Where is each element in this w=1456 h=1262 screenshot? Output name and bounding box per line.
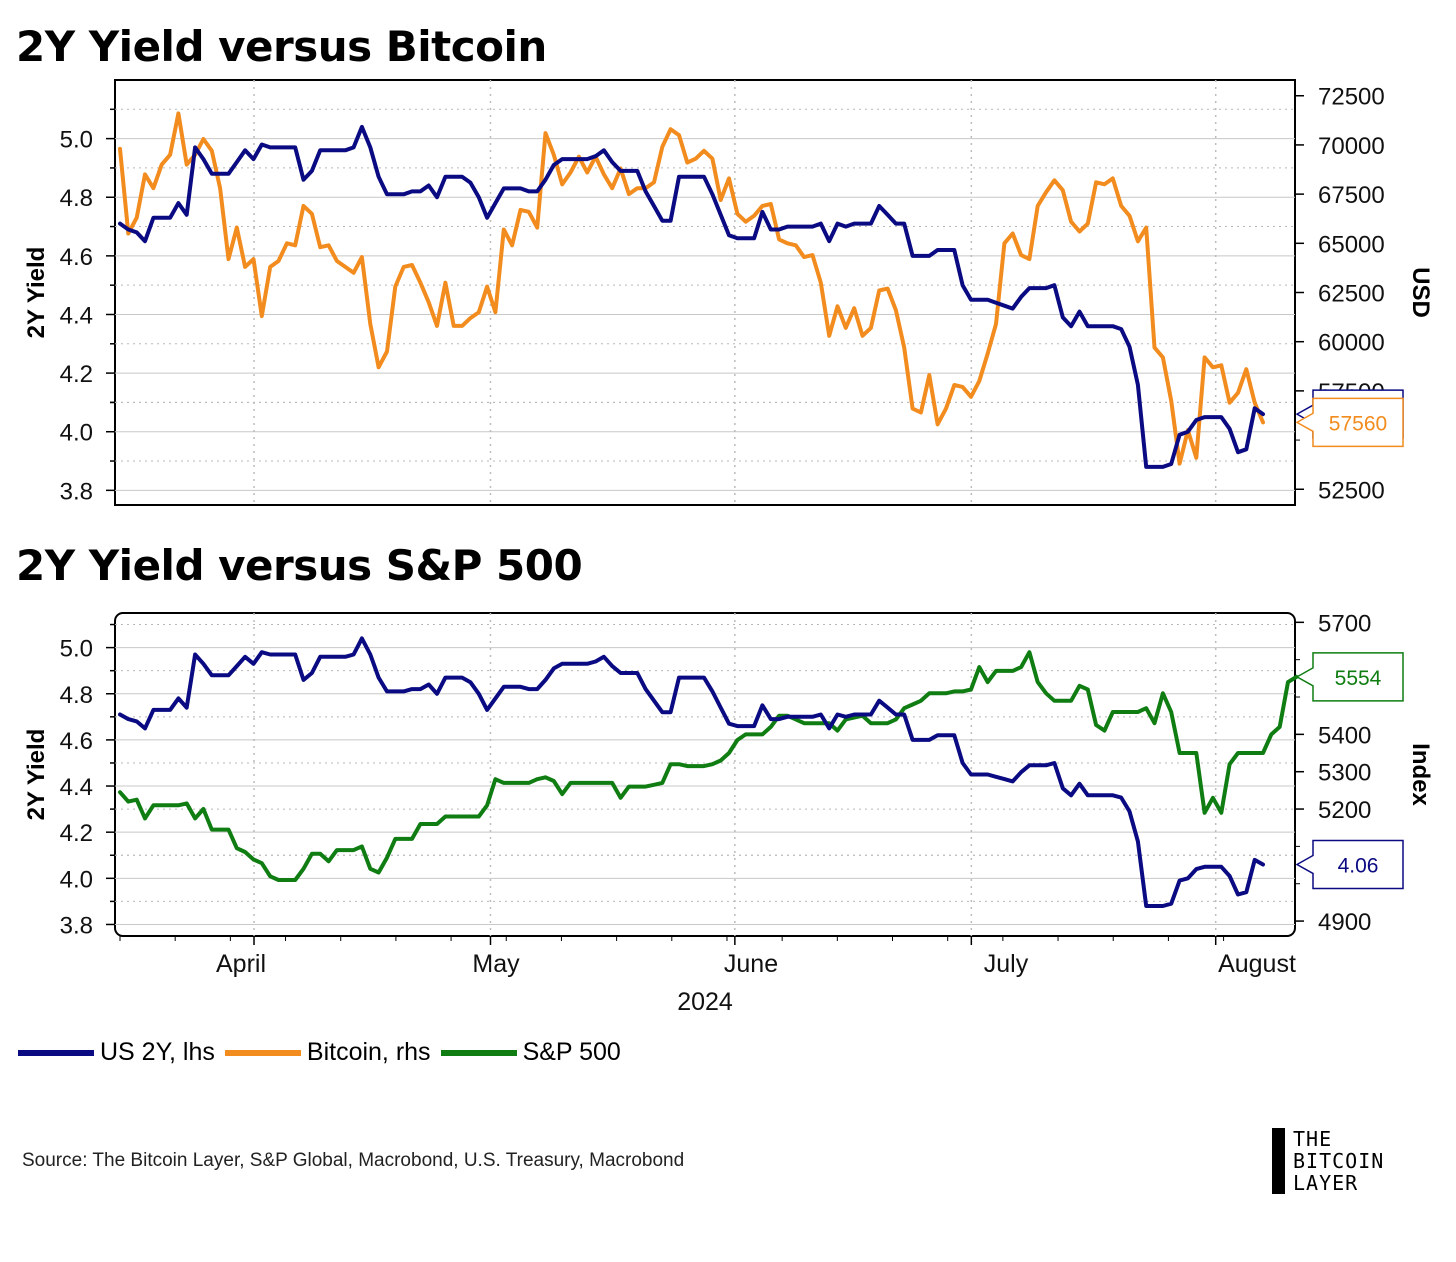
y-tick-label-left: 4.6 xyxy=(60,728,93,755)
y-tick-label-left: 4.2 xyxy=(60,361,93,388)
y-tick-label-left: 5.0 xyxy=(60,636,93,663)
x-tick-label-may: May xyxy=(472,950,520,978)
y-tick-label-right: 5700 xyxy=(1318,610,1371,637)
chart-canvas: 3.84.04.24.44.64.85.05250057500600006250… xyxy=(23,79,1434,1016)
end-label-box xyxy=(1295,397,1404,448)
series-line-s-p-500 xyxy=(118,650,1299,882)
plot-frame xyxy=(114,79,1296,506)
y-tick-label-right: 5400 xyxy=(1318,722,1371,749)
y-tick-label-right: 4900 xyxy=(1318,909,1371,936)
end-label-value: 5554 xyxy=(1335,667,1382,690)
y-axis-title-right: Index xyxy=(1407,743,1434,806)
logo-line-2: BITCOIN xyxy=(1293,1149,1385,1173)
logo-line-3: LAYER xyxy=(1293,1171,1359,1195)
y-axis-title-left: 2Y Yield xyxy=(23,247,50,339)
y-tick-label-right: 62500 xyxy=(1318,281,1385,308)
end-label-box xyxy=(1295,839,1404,890)
x-tick-label-june: June xyxy=(724,950,778,978)
y-tick-label-right: 60000 xyxy=(1318,330,1385,357)
y-tick-label-right: 70000 xyxy=(1318,133,1385,160)
logo-line-1: THE xyxy=(1293,1127,1333,1151)
series-line-us-2y-lhs xyxy=(118,124,1265,469)
legend: US 2Y, lhs Bitcoin, rhs S&P 500 xyxy=(18,1038,631,1067)
y-tick-label-right: 67500 xyxy=(1318,182,1385,209)
legend-label-sp500: S&P 500 xyxy=(522,1038,621,1066)
y-tick-label-left: 4.6 xyxy=(60,244,93,271)
x-tick-label-july: July xyxy=(984,950,1029,978)
legend-swatch-bitcoin xyxy=(224,1049,301,1056)
bitcoin-layer-logo: THE BITCOIN LAYER xyxy=(1272,1128,1384,1194)
x-tick-label-april: April xyxy=(216,950,266,978)
end-label-value: 4.06 xyxy=(1338,854,1379,877)
end-label-box xyxy=(1295,652,1404,702)
chart-title-sp500: 2Y Yield versus S&P 500 xyxy=(16,541,583,590)
y-tick-label-right: 5300 xyxy=(1318,760,1371,787)
y-axis-title-left: 2Y Yield xyxy=(23,729,50,821)
legend-swatch-sp500 xyxy=(440,1049,517,1056)
plot-frame xyxy=(114,612,1296,937)
legend-item-sp500: S&P 500 xyxy=(440,1038,621,1067)
legend-label-bitcoin: Bitcoin, rhs xyxy=(306,1038,431,1066)
legend-item-bitcoin: Bitcoin, rhs xyxy=(224,1038,431,1067)
y-tick-label-left: 4.2 xyxy=(60,820,93,847)
y-tick-label-right: 65000 xyxy=(1318,231,1385,258)
chart-title-bitcoin: 2Y Yield versus Bitcoin xyxy=(16,22,547,71)
logo-text: THE BITCOIN LAYER xyxy=(1293,1128,1384,1194)
series-line-bitcoin-rhs xyxy=(118,111,1265,466)
chart-panel-2: 3.8 4.0 4.2 4.4 4.6 4.8 5.0 4900 5200 5300 5400 570… xyxy=(23,610,1434,939)
y-tick-label-left: 4.0 xyxy=(60,866,93,893)
y-tick-label-left: 4.0 xyxy=(60,420,93,447)
y-tick-label-left: 3.8 xyxy=(60,478,93,505)
y-tick-label-left: 3.8 xyxy=(60,912,93,939)
y-tick-label-left: 4.8 xyxy=(60,682,93,709)
series-line-us-2y-lhs xyxy=(118,636,1265,908)
y-tick-label-right: 72500 xyxy=(1318,84,1385,111)
logo-bar xyxy=(1272,1128,1285,1194)
legend-item-us2y: US 2Y, lhs xyxy=(18,1038,215,1067)
source-note: Source: The Bitcoin Layer, S&P Global, M… xyxy=(22,1150,685,1171)
y-tick-label-right: 5200 xyxy=(1318,797,1371,824)
x-axis-year-label: 2024 xyxy=(677,988,733,1016)
y-tick-label-left: 4.4 xyxy=(60,774,93,801)
chart-panel-1: 3.84.04.24.44.64.85.05250057500600006250… xyxy=(23,79,1434,506)
y-tick-label-right: 52500 xyxy=(1318,477,1385,504)
legend-label-us2y: US 2Y, lhs xyxy=(100,1038,215,1066)
y-axis-title-right: USD xyxy=(1407,267,1434,318)
x-tick-label-august: August xyxy=(1218,950,1296,978)
y-tick-label-left: 4.8 xyxy=(60,185,93,212)
y-tick-label-left: 5.0 xyxy=(60,127,93,154)
legend-swatch-us2y xyxy=(18,1049,94,1056)
y-tick-label-left: 4.4 xyxy=(60,302,93,329)
end-label-value: 57560 xyxy=(1329,412,1387,435)
x-axis: April May June July August 2024 xyxy=(119,936,1296,1016)
